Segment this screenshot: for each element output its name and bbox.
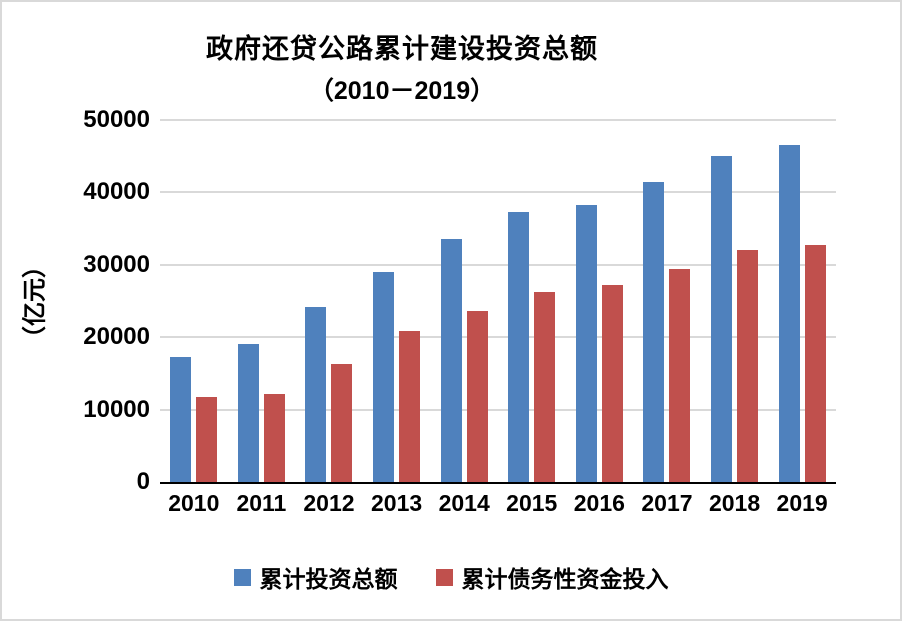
x-tick-label: 2019: [776, 490, 828, 516]
chart-title-line1: 政府还贷公路累计建设投资总额: [206, 34, 598, 64]
x-tick-label: 2013: [370, 490, 423, 516]
gridline: [160, 191, 836, 194]
y-tick-label: 10000: [83, 395, 150, 423]
legend-swatch: [435, 568, 453, 586]
chart-title: 政府还贷公路累计建设投资总额 （2010－2019）: [152, 32, 652, 108]
bar: [534, 291, 556, 482]
x-tick-label: 2014: [438, 490, 490, 516]
legend-label: 累计债务性资金投入: [461, 566, 669, 592]
bar-group: [295, 306, 363, 482]
x-axis-labels: 2010 2011 2012 2013 2014 2015 2016 2017 2018 2019: [160, 490, 836, 517]
legend-swatch: [233, 568, 251, 586]
bar: [196, 397, 218, 482]
bar-group: [498, 211, 566, 482]
bar: [737, 250, 759, 482]
gridline: [160, 263, 836, 266]
y-tick-label: 30000: [83, 250, 150, 278]
gridline: [160, 408, 836, 411]
bar-group: [430, 239, 498, 482]
bar: [305, 306, 327, 482]
bar: [440, 239, 462, 482]
bar-series: [160, 120, 836, 482]
legend-item: 累计债务性资金投入: [435, 560, 669, 594]
bar-group: [363, 272, 431, 482]
gridline: [160, 119, 836, 121]
bar: [778, 145, 800, 482]
x-tick-label: 2010: [168, 490, 220, 516]
chart-title-line2: （2010－2019）: [308, 77, 496, 105]
y-tick-label: 20000: [83, 323, 150, 351]
bar: [601, 285, 623, 482]
y-tick-label: 50000: [83, 106, 150, 133]
x-tick-label: 2011: [236, 490, 287, 516]
bar-group: [768, 145, 836, 482]
legend: 累计投资总额 累计债务性资金投入: [2, 560, 900, 594]
bar: [804, 245, 826, 482]
bar: [466, 311, 488, 482]
y-axis-ticks: 0 10000 20000 30000 40000 50000: [38, 106, 150, 495]
bar-group: [701, 156, 769, 482]
legend-item: 累计投资总额: [233, 560, 398, 594]
bar: [508, 211, 530, 482]
plot-area: [160, 119, 836, 484]
bar: [263, 394, 285, 482]
y-tick-label: 40000: [83, 178, 150, 206]
bar-group: [228, 344, 296, 482]
bar: [373, 272, 395, 482]
bar-group: [566, 205, 634, 482]
x-tick-label: 2017: [641, 490, 693, 516]
gridline: [160, 336, 836, 339]
bar: [331, 364, 353, 482]
bar: [575, 205, 597, 482]
bar: [399, 331, 421, 482]
x-tick-label: 2018: [708, 490, 761, 516]
legend-label: 累计投资总额: [259, 566, 398, 592]
x-tick-label: 2012: [303, 490, 355, 516]
bar: [711, 156, 733, 482]
bar: [669, 269, 691, 482]
bar: [237, 344, 259, 482]
x-tick-label: 2015: [506, 490, 558, 516]
bar: [170, 356, 192, 482]
x-tick-label: 2016: [573, 490, 625, 516]
y-tick-label: 0: [136, 468, 150, 495]
bar-group: [160, 356, 228, 482]
bar-group: [633, 181, 701, 482]
bar: [643, 181, 665, 482]
